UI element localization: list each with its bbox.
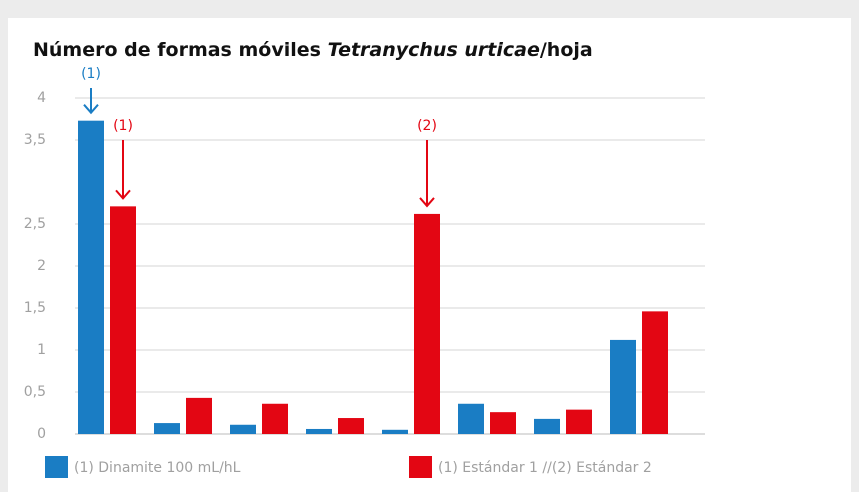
bar <box>186 397 212 434</box>
y-tick-label: 1 <box>37 342 46 358</box>
bar <box>534 418 560 434</box>
bar <box>566 409 592 434</box>
y-tick-label: 3,5 <box>24 132 46 148</box>
bar <box>262 403 288 434</box>
y-tick-label: 2 <box>37 258 46 274</box>
legend-label: (1) Estándar 1 //(2) Estándar 2 <box>438 460 652 476</box>
legend-label: (1) Dinamite 100 mL/hL <box>74 460 241 476</box>
bar <box>382 429 408 434</box>
bar <box>642 311 668 434</box>
y-tick-label: 2,5 <box>24 216 46 232</box>
chart-title: Número de formas móviles Tetranychus urt… <box>33 39 593 61</box>
title-part: Tetranychus urticae <box>328 39 540 61</box>
bar <box>306 428 332 434</box>
y-tick-label: 0 <box>37 426 46 442</box>
bar <box>490 412 516 434</box>
bar <box>414 213 440 434</box>
bar <box>338 418 364 434</box>
annotation: (2) <box>417 118 437 134</box>
bar <box>610 339 636 434</box>
title-part: /hoja <box>540 39 593 61</box>
bar <box>458 403 484 434</box>
bar <box>78 120 104 435</box>
annotation-arrowhead <box>83 104 99 115</box>
y-tick-label: 0,5 <box>24 384 46 400</box>
legend-swatch <box>409 456 432 478</box>
bar <box>110 206 136 434</box>
bar <box>154 423 180 434</box>
annotation: (1) <box>113 118 133 134</box>
annotation-arrowhead <box>115 189 131 200</box>
y-tick-label: 4 <box>37 90 46 106</box>
annotation-arrowhead <box>419 197 435 208</box>
bar <box>230 424 256 434</box>
title-part: Número de formas móviles <box>33 39 328 61</box>
legend-swatch <box>45 456 68 478</box>
y-tick-label: 1,5 <box>24 300 46 316</box>
annotation: (1) <box>81 66 101 82</box>
